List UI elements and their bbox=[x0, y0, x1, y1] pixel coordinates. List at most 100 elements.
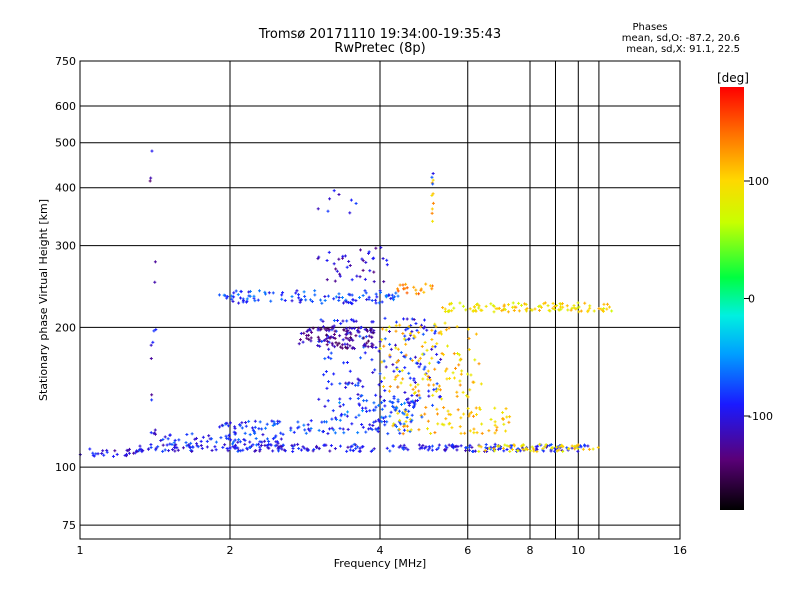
y-tick-label: 300 bbox=[55, 240, 76, 253]
scatter-point bbox=[445, 377, 449, 381]
scatter-point bbox=[394, 329, 398, 333]
scatter-point bbox=[392, 422, 396, 426]
scatter-point bbox=[395, 406, 399, 410]
scatter-point bbox=[363, 289, 367, 293]
scatter-point bbox=[532, 449, 536, 453]
scatter-point bbox=[427, 389, 431, 393]
scatter-point bbox=[372, 270, 376, 274]
scatter-point bbox=[371, 343, 375, 347]
scatter-point bbox=[451, 443, 455, 447]
scatter-point bbox=[199, 439, 203, 443]
scatter-point bbox=[342, 431, 346, 435]
scatter-point bbox=[303, 294, 307, 298]
scatter-point bbox=[479, 445, 483, 449]
x-tick-label: 8 bbox=[527, 544, 534, 557]
scatter-point bbox=[91, 451, 95, 455]
scatter-point bbox=[549, 443, 553, 447]
scatter-point bbox=[459, 431, 463, 435]
scatter-point bbox=[341, 403, 345, 407]
scatter-point bbox=[349, 301, 353, 305]
scatter-point bbox=[426, 369, 430, 373]
scatter-point bbox=[423, 325, 427, 329]
scatter-point bbox=[409, 383, 413, 387]
scatter-point bbox=[100, 452, 104, 456]
scatter-point bbox=[408, 417, 412, 421]
scatter-point bbox=[384, 415, 388, 419]
scatter-point bbox=[349, 198, 353, 202]
scatter-point bbox=[370, 358, 374, 362]
scatter-point bbox=[466, 327, 470, 331]
scatter-point bbox=[368, 409, 372, 413]
scatter-point bbox=[313, 289, 317, 293]
scatter-point bbox=[402, 317, 406, 321]
scatter-point bbox=[372, 420, 376, 424]
scatter-point bbox=[323, 298, 327, 302]
scatter-point bbox=[458, 358, 462, 362]
scatter-point bbox=[504, 429, 508, 433]
scatter-point bbox=[331, 409, 335, 413]
scatter-point bbox=[348, 344, 352, 348]
scatter-point bbox=[382, 376, 386, 380]
scatter-point bbox=[477, 306, 481, 310]
scatter-point bbox=[410, 330, 414, 334]
scatter-point bbox=[452, 352, 456, 356]
scatter-point bbox=[105, 450, 109, 454]
scatter-point bbox=[406, 448, 410, 452]
scatter-point bbox=[290, 299, 294, 303]
scatter-point bbox=[601, 309, 605, 313]
scatter-point bbox=[489, 417, 493, 421]
scatter-point bbox=[248, 445, 252, 449]
scatter-point bbox=[430, 175, 434, 179]
scatter-point bbox=[292, 430, 296, 434]
scatter-point bbox=[434, 325, 438, 329]
scatter-point bbox=[270, 419, 274, 423]
scatter-point bbox=[433, 322, 437, 326]
scatter-point bbox=[399, 381, 403, 385]
scatter-point bbox=[586, 444, 590, 448]
scatter-point bbox=[402, 412, 406, 416]
scatter-point bbox=[493, 431, 497, 435]
scatter-point bbox=[207, 434, 211, 438]
scatter-point bbox=[433, 329, 437, 333]
scatter-point bbox=[328, 336, 332, 340]
scatter-point bbox=[420, 344, 424, 348]
scatter-point bbox=[479, 382, 483, 386]
scatter-point bbox=[334, 295, 338, 299]
scatter-point bbox=[276, 445, 280, 449]
scatter-point bbox=[430, 287, 434, 291]
scatter-point bbox=[406, 327, 410, 331]
scatter-point bbox=[502, 304, 506, 308]
scatter-point bbox=[365, 399, 369, 403]
scatter-point bbox=[341, 427, 345, 431]
scatter-point bbox=[163, 435, 167, 439]
scatter-point bbox=[478, 406, 482, 410]
scatter-point bbox=[360, 394, 364, 398]
scatter-point bbox=[297, 296, 301, 300]
scatter-point bbox=[464, 449, 468, 453]
scatter-point bbox=[458, 301, 462, 305]
scatter-point bbox=[235, 446, 239, 450]
scatter-point bbox=[460, 369, 464, 373]
scatter-point bbox=[382, 385, 386, 389]
scatter-point bbox=[348, 338, 352, 342]
scatter-point bbox=[149, 443, 153, 447]
scatter-point bbox=[443, 321, 447, 325]
scatter-point bbox=[332, 189, 336, 193]
scatter-point bbox=[338, 274, 342, 278]
scatter-point bbox=[530, 445, 534, 449]
scatter-point bbox=[325, 343, 329, 347]
scatter-point bbox=[421, 443, 425, 447]
chart-title: Tromsø 20171110 19:34:00-19:35:43 bbox=[258, 27, 502, 42]
scatter-point bbox=[409, 357, 413, 361]
scatter-point bbox=[576, 443, 580, 447]
scatter-point bbox=[506, 310, 510, 314]
scatter-point bbox=[273, 422, 277, 426]
scatter-point bbox=[394, 324, 398, 328]
scatter-point bbox=[258, 420, 262, 424]
scatter-point bbox=[320, 301, 324, 305]
scatter-point bbox=[365, 409, 369, 413]
scatter-point bbox=[172, 445, 176, 449]
scatter-point bbox=[440, 422, 444, 426]
scatter-point bbox=[461, 390, 465, 394]
scatter-point bbox=[383, 404, 387, 408]
